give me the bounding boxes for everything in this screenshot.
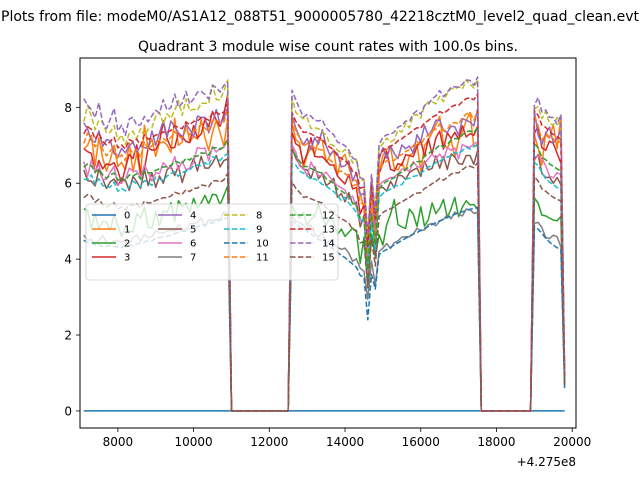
x-tick-label: 14000	[326, 435, 364, 449]
axes-frame	[79, 57, 577, 429]
x-offset-label: +4.275e8	[517, 455, 576, 469]
x-tick-label: 12000	[250, 435, 288, 449]
x-axis: 8000 10000 12000 14000 16000 18000 20000	[103, 428, 591, 449]
legend-label-0: 0	[124, 211, 130, 222]
x-tick-label: 20000	[553, 435, 591, 449]
series-line-13	[83, 93, 566, 412]
y-tick-label: 4	[64, 253, 72, 267]
legend-label-2: 2	[124, 239, 130, 250]
legend-label-15: 15	[322, 253, 335, 264]
chart-suptitle: Plots from file: modeM0/AS1A12_088T51_90…	[1, 9, 639, 25]
x-tick-label: 10000	[174, 435, 212, 449]
legend-label-9: 9	[256, 225, 262, 236]
y-axis: 0 2 4 6 8	[64, 101, 80, 418]
legend-label-10: 10	[256, 239, 269, 250]
legend-label-3: 3	[124, 253, 130, 264]
legend-label-7: 7	[190, 253, 196, 264]
x-tick-label: 16000	[402, 435, 440, 449]
legend-label-5: 5	[190, 225, 196, 236]
legend-label-14: 14	[322, 239, 335, 250]
legend-label-13: 13	[322, 225, 335, 236]
y-tick-label: 2	[64, 329, 72, 343]
y-tick-label: 6	[64, 177, 72, 191]
series-line-15	[83, 161, 566, 412]
x-tick-label: 8000	[103, 435, 134, 449]
y-tick-label: 8	[64, 101, 72, 115]
y-tick-label: 0	[64, 404, 72, 418]
chart-title: Quadrant 3 module wise count rates with …	[138, 39, 518, 55]
x-tick-label: 18000	[477, 435, 515, 449]
legend-label-4: 4	[190, 211, 196, 222]
legend-label-12: 12	[322, 211, 335, 222]
legend-label-1: 1	[124, 225, 130, 236]
legend-box	[85, 203, 339, 281]
legend-label-11: 11	[256, 253, 269, 264]
legend-label-6: 6	[190, 239, 196, 250]
legend-label-8: 8	[256, 211, 262, 222]
